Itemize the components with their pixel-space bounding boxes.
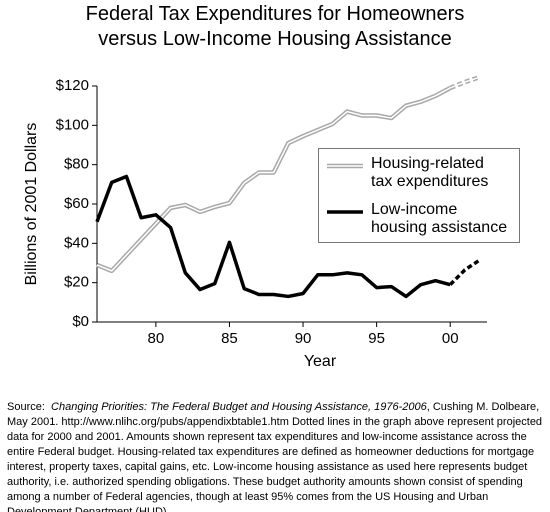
source-title: Changing Priorities: The Federal Budget … (51, 401, 427, 413)
legend-label: Housing-related tax expenditures (371, 155, 489, 190)
y-tick-label: $80 (64, 156, 89, 173)
source-note: Source: Changing Priorities: The Federal… (7, 400, 547, 512)
y-axis-label: Billions of 2001 Dollars (23, 123, 40, 286)
legend-label: Low-income housing assistance (371, 201, 508, 236)
x-tick-label: 00 (442, 330, 459, 347)
y-tick-label: $20 (64, 274, 89, 291)
y-tick-label: $40 (64, 234, 89, 251)
legend: Housing-related tax expenditures Low-inco… (318, 148, 520, 243)
series-line-inner (96, 87, 451, 272)
y-tick-label: $60 (64, 195, 89, 212)
legend-swatch (327, 163, 363, 169)
source-label: Source: (7, 401, 45, 413)
x-tick-label: 90 (295, 330, 312, 347)
x-tick-label: 80 (148, 330, 165, 347)
chart-title: Federal Tax Expenditures for Homeowners … (85, 3, 465, 50)
x-tick-label: 85 (221, 330, 238, 347)
legend-swatch (327, 210, 363, 214)
y-tick-label: $0 (72, 313, 89, 330)
source-text: , Cushing M. Dolbeare, May 2001. http://… (7, 401, 543, 512)
y-tick-label: $100 (56, 116, 89, 133)
series-line (448, 258, 481, 286)
series-line (95, 174, 451, 299)
series-line-inner (449, 76, 480, 89)
y-tick-label: $120 (56, 77, 89, 94)
x-axis-label: Year (304, 353, 337, 370)
x-tick-label: 95 (368, 330, 385, 347)
